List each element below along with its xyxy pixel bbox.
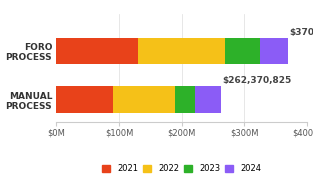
Bar — [56, 86, 113, 113]
Bar — [175, 86, 195, 113]
Text: $262,370,825: $262,370,825 — [222, 76, 291, 85]
Bar — [195, 86, 221, 113]
Bar — [113, 86, 175, 113]
Bar — [225, 38, 260, 64]
Legend: 2021, 2022, 2023, 2024: 2021, 2022, 2023, 2024 — [102, 164, 261, 173]
Text: $370,310,287: $370,310,287 — [290, 28, 313, 37]
Bar — [56, 38, 138, 64]
Bar — [138, 38, 225, 64]
Bar — [260, 38, 288, 64]
